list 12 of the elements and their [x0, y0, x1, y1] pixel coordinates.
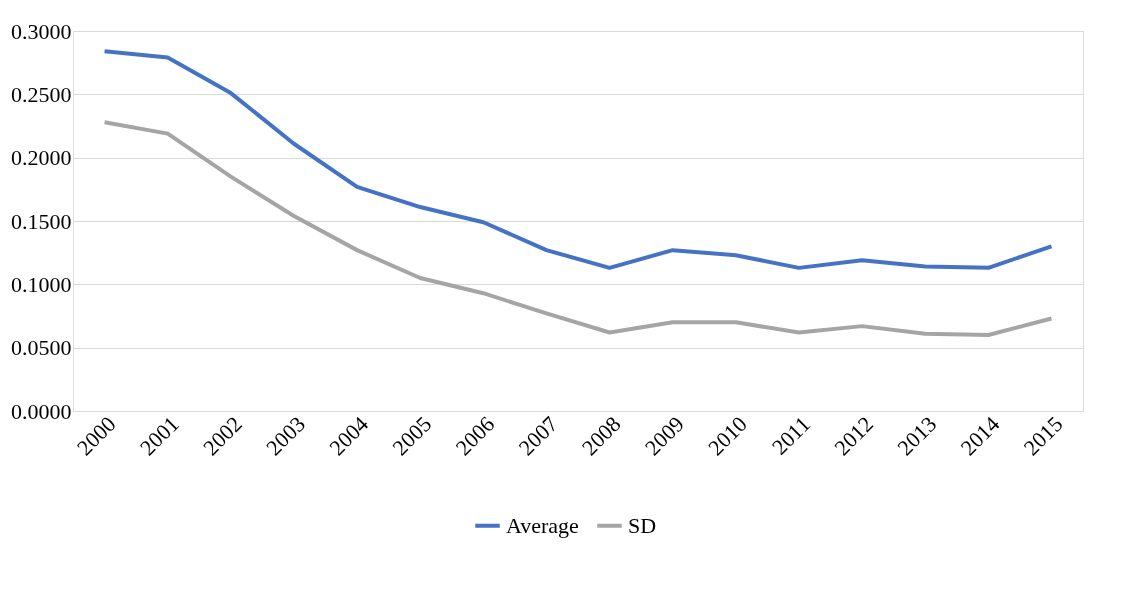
y-tick-label: 0.0500 — [11, 335, 72, 361]
y-tick-label: 0.2500 — [11, 81, 72, 107]
line-series — [102, 120, 1054, 337]
y-tick-label: 0.2000 — [11, 145, 72, 171]
line-series — [102, 49, 1054, 270]
x-tick-label: 2011 — [766, 411, 815, 460]
legend-label: SD — [628, 512, 657, 538]
legend-label: Average — [506, 512, 579, 538]
y-tick-label: 0.1000 — [11, 271, 72, 297]
y-tick-label: 0.3000 — [11, 18, 72, 44]
y-tick-label: 0.1500 — [11, 208, 72, 234]
y-tick-label: 0.0000 — [11, 398, 72, 424]
